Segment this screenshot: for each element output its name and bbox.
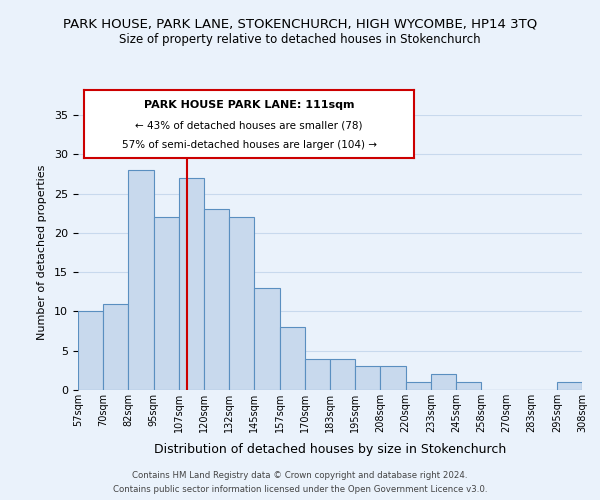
Bar <box>380 366 406 390</box>
Bar <box>330 358 355 390</box>
Text: Size of property relative to detached houses in Stokenchurch: Size of property relative to detached ho… <box>119 32 481 46</box>
Bar <box>179 178 204 390</box>
Bar <box>78 312 103 390</box>
Text: ← 43% of detached houses are smaller (78): ← 43% of detached houses are smaller (78… <box>135 120 363 130</box>
Y-axis label: Number of detached properties: Number of detached properties <box>37 165 47 340</box>
Text: 57% of semi-detached houses are larger (104) →: 57% of semi-detached houses are larger (… <box>122 140 377 150</box>
Text: Contains public sector information licensed under the Open Government Licence v3: Contains public sector information licen… <box>113 484 487 494</box>
X-axis label: Distribution of detached houses by size in Stokenchurch: Distribution of detached houses by size … <box>154 444 506 456</box>
Bar <box>280 327 305 390</box>
Text: PARK HOUSE, PARK LANE, STOKENCHURCH, HIGH WYCOMBE, HP14 3TQ: PARK HOUSE, PARK LANE, STOKENCHURCH, HIG… <box>63 18 537 30</box>
Bar <box>254 288 280 390</box>
Bar <box>431 374 456 390</box>
Bar <box>128 170 154 390</box>
Bar <box>229 217 254 390</box>
Text: Contains HM Land Registry data © Crown copyright and database right 2024.: Contains HM Land Registry data © Crown c… <box>132 472 468 480</box>
Text: PARK HOUSE PARK LANE: 111sqm: PARK HOUSE PARK LANE: 111sqm <box>144 100 354 110</box>
Bar <box>154 217 179 390</box>
Bar <box>204 210 229 390</box>
Bar <box>406 382 431 390</box>
Bar <box>557 382 582 390</box>
Bar <box>355 366 380 390</box>
Bar <box>456 382 481 390</box>
Bar <box>305 358 330 390</box>
Bar <box>103 304 128 390</box>
